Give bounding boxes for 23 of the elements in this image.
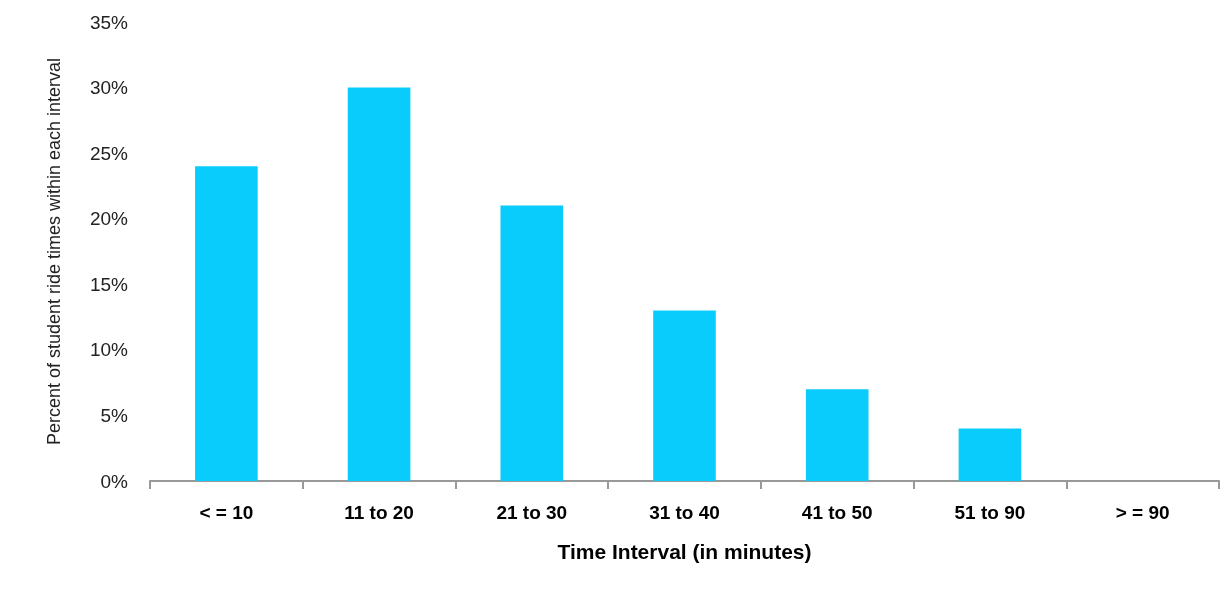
y-tick-label: 30%: [89, 77, 129, 99]
y-axis-title: Percent of student ride times within each interval: [44, 57, 64, 446]
x-tick-label: 41 to 50: [801, 502, 873, 523]
x-tick-label: 51 to 90: [954, 502, 1026, 523]
bar: [347, 87, 411, 481]
bar: [500, 205, 564, 481]
x-tick-label: < = 10: [199, 502, 254, 523]
y-tick-label: 15%: [89, 273, 129, 295]
y-tick-label: 20%: [89, 208, 129, 230]
y-tick-label: 5%: [100, 404, 129, 426]
y-tick-label: 0%: [100, 470, 129, 492]
bar: [958, 428, 1022, 481]
bar: [195, 166, 258, 481]
y-tick-label: 25%: [89, 142, 129, 164]
x-tick-label: 31 to 40: [649, 502, 720, 523]
y-tick-label: 35%: [89, 11, 129, 33]
y-tick-label: 10%: [89, 339, 129, 361]
x-tick-label: 11 to 20: [344, 502, 414, 523]
bar: [653, 310, 716, 481]
x-axis-title: Time Interval (in minutes): [557, 540, 812, 563]
bar: [805, 389, 869, 481]
x-tick-label: > = 90: [1115, 502, 1170, 523]
x-tick-label: 21 to 30: [496, 502, 568, 523]
